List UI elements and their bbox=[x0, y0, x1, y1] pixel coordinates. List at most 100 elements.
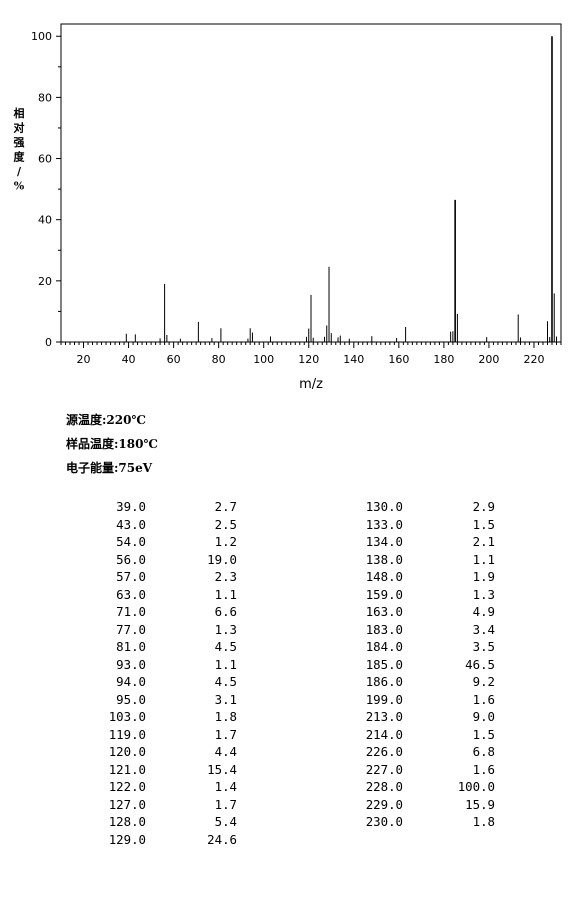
table-row: 119.0 1.7 bbox=[0, 726, 260, 744]
mz-value: 130.0 bbox=[365, 499, 403, 514]
x-tick-label: 40 bbox=[122, 353, 136, 366]
table-row: 183.0 3.4 bbox=[260, 621, 520, 639]
y-axis-ticks: 0 20 40 60 80 100 bbox=[31, 30, 61, 349]
table-row: 103.0 1.8 bbox=[0, 708, 260, 726]
intensity-value: 15.9 bbox=[465, 796, 495, 812]
table-row: 138.0 1.1 bbox=[260, 551, 520, 569]
mz-value: 120.0 bbox=[108, 744, 146, 759]
mz-value: 214.0 bbox=[365, 726, 403, 742]
y-tick-label: 20 bbox=[38, 275, 52, 288]
x-axis-label: m/z bbox=[299, 377, 323, 392]
mz-value: 54.0 bbox=[116, 534, 146, 549]
mz-value: 43.0 bbox=[116, 516, 146, 532]
y-axis-label-char: % bbox=[14, 180, 25, 193]
intensity-value: 1.2 bbox=[214, 534, 237, 549]
peak-table-left: 39.0 2.7 43.0 2.5 54.0 1.2 56.0 19.0 57.0 2.3 63.0… bbox=[0, 498, 260, 848]
intensity-value: 100.0 bbox=[457, 779, 495, 794]
mz-value: 184.0 bbox=[365, 639, 403, 654]
mz-value: 230.0 bbox=[365, 814, 403, 829]
electron-energy: 电子能量:75eV bbox=[66, 461, 153, 475]
x-tick-label: 80 bbox=[212, 353, 226, 366]
y-tick-label: 0 bbox=[45, 336, 52, 349]
spectrum-peaks bbox=[125, 36, 557, 342]
x-tick-label: 140 bbox=[343, 353, 364, 366]
mz-value: 119.0 bbox=[108, 726, 146, 742]
mz-value: 227.0 bbox=[365, 761, 403, 777]
table-row: 163.0 4.9 bbox=[260, 603, 520, 621]
mz-value: 226.0 bbox=[365, 744, 403, 759]
table-row: 129.0 24.6 bbox=[0, 831, 260, 849]
table-row: 134.0 2.1 bbox=[260, 533, 520, 551]
x-tick-label: 60 bbox=[167, 353, 181, 366]
intensity-value: 2.5 bbox=[214, 516, 237, 532]
table-row: 95.0 3.1 bbox=[0, 691, 260, 709]
intensity-value: 1.9 bbox=[472, 569, 495, 584]
intensity-value: 1.7 bbox=[214, 796, 237, 812]
intensity-value: 1.5 bbox=[472, 726, 495, 742]
peak-table-right: 130.0 2.9 133.0 1.5 134.0 2.1 138.0 1.1 148.0 1.9… bbox=[260, 498, 520, 831]
intensity-value: 5.4 bbox=[214, 814, 237, 829]
mz-value: 93.0 bbox=[116, 656, 146, 672]
mz-value: 134.0 bbox=[365, 534, 403, 549]
intensity-value: 1.6 bbox=[472, 761, 495, 777]
plot-frame bbox=[60, 23, 562, 343]
y-axis-label-char: 强 bbox=[14, 136, 25, 149]
table-row: 130.0 2.9 bbox=[260, 498, 520, 516]
table-row: 94.0 4.5 bbox=[0, 673, 260, 691]
x-tick-label: 180 bbox=[433, 353, 454, 366]
intensity-value: 9.2 bbox=[472, 674, 495, 689]
intensity-value: 1.1 bbox=[214, 586, 237, 602]
table-row: 56.0 19.0 bbox=[0, 551, 260, 569]
intensity-value: 19.0 bbox=[207, 551, 237, 567]
table-row: 54.0 1.2 bbox=[0, 533, 260, 551]
intensity-value: 1.6 bbox=[472, 691, 495, 707]
mz-value: 94.0 bbox=[116, 674, 146, 689]
intensity-value: 6.6 bbox=[214, 604, 237, 619]
table-row: 81.0 4.5 bbox=[0, 638, 260, 656]
intensity-value: 3.1 bbox=[214, 691, 237, 707]
table-row: 185.0 46.5 bbox=[260, 656, 520, 674]
table-row: 128.0 5.4 bbox=[0, 813, 260, 831]
table-row: 184.0 3.5 bbox=[260, 638, 520, 656]
intensity-value: 24.6 bbox=[207, 831, 237, 847]
mz-value: 63.0 bbox=[116, 586, 146, 602]
sample-temperature: 样品温度:180℃ bbox=[66, 437, 158, 451]
table-row: 127.0 1.7 bbox=[0, 796, 260, 814]
intensity-value: 2.3 bbox=[214, 569, 237, 584]
mz-value: 128.0 bbox=[108, 814, 146, 829]
intensity-value: 1.1 bbox=[214, 656, 237, 672]
table-row: 122.0 1.4 bbox=[0, 778, 260, 796]
y-axis-label-char: 相 bbox=[14, 106, 25, 120]
source-temperature: 源温度:220℃ bbox=[66, 413, 146, 427]
intensity-value: 2.9 bbox=[472, 499, 495, 514]
table-row: 228.0 100.0 bbox=[260, 778, 520, 796]
intensity-value: 1.8 bbox=[472, 814, 495, 829]
intensity-value: 6.8 bbox=[472, 744, 495, 759]
x-tick-label: 220 bbox=[523, 353, 544, 366]
table-row: 71.0 6.6 bbox=[0, 603, 260, 621]
intensity-value: 1.5 bbox=[472, 516, 495, 532]
mz-value: 213.0 bbox=[365, 709, 403, 724]
intensity-value: 2.1 bbox=[472, 534, 495, 549]
intensity-value: 15.4 bbox=[207, 761, 237, 777]
table-row: 77.0 1.3 bbox=[0, 621, 260, 639]
mz-value: 186.0 bbox=[365, 674, 403, 689]
table-row: 186.0 9.2 bbox=[260, 673, 520, 691]
table-row: 148.0 1.9 bbox=[260, 568, 520, 586]
intensity-value: 9.0 bbox=[472, 709, 495, 724]
mz-value: 57.0 bbox=[116, 569, 146, 584]
intensity-value: 4.5 bbox=[214, 639, 237, 654]
table-row: 93.0 1.1 bbox=[0, 656, 260, 674]
mz-value: 127.0 bbox=[108, 796, 146, 812]
mz-value: 199.0 bbox=[365, 691, 403, 707]
x-axis-ticks: 20 40 60 80 100 120 140 160 180 200 220 bbox=[60, 342, 562, 366]
y-axis-label-char: 对 bbox=[14, 121, 25, 135]
intensity-value: 3.5 bbox=[472, 639, 495, 654]
y-tick-label: 100 bbox=[31, 30, 52, 43]
mz-value: 163.0 bbox=[365, 604, 403, 619]
intensity-value: 1.1 bbox=[472, 551, 495, 567]
mz-value: 183.0 bbox=[365, 621, 403, 637]
y-tick-label: 80 bbox=[38, 91, 52, 104]
mz-value: 122.0 bbox=[108, 779, 146, 794]
intensity-value: 1.7 bbox=[214, 726, 237, 742]
